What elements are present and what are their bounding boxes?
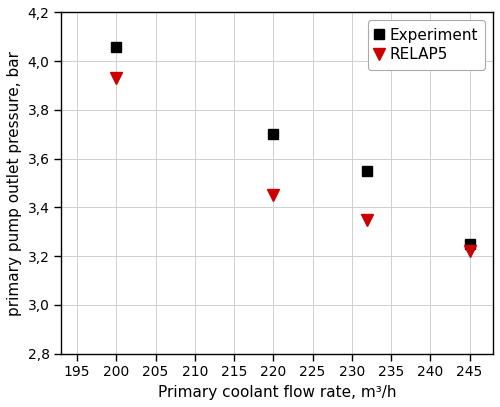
Experiment [270, 132, 276, 137]
Experiment [114, 44, 119, 49]
RELAP5 [364, 217, 370, 222]
RELAP5 [114, 76, 119, 81]
Y-axis label: primary pump outlet pressure, bar: primary pump outlet pressure, bar [7, 50, 22, 315]
Line: RELAP5: RELAP5 [110, 73, 475, 257]
Legend: Experiment, RELAP5: Experiment, RELAP5 [368, 20, 486, 70]
RELAP5 [270, 193, 276, 198]
X-axis label: Primary coolant flow rate, m³/h: Primary coolant flow rate, m³/h [158, 385, 396, 400]
Experiment [466, 242, 472, 247]
RELAP5 [466, 249, 472, 254]
Line: Experiment: Experiment [112, 42, 474, 249]
Experiment [364, 168, 370, 173]
